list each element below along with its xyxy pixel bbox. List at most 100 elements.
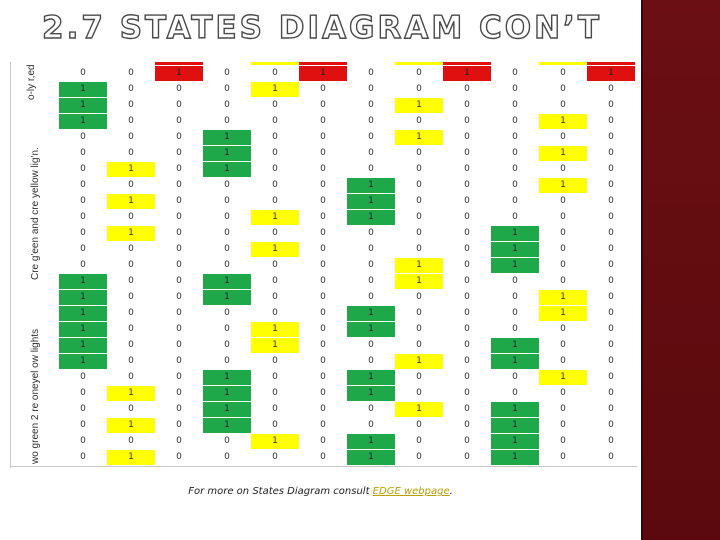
table-cell: 1 [299, 66, 347, 81]
table-cell: 0 [464, 116, 470, 126]
table-cell: 1 [251, 338, 299, 353]
table-cell: 0 [608, 292, 614, 302]
table-cell: 0 [608, 228, 614, 238]
table-cell: 1 [347, 178, 395, 193]
table-cell: 0 [320, 404, 326, 414]
table-cell: 0 [368, 292, 374, 302]
header-color-strip [539, 62, 587, 65]
table-cell: 0 [464, 324, 470, 334]
table-cell: 0 [416, 84, 422, 94]
table-cell: 0 [416, 164, 422, 174]
header-color-strip [347, 62, 395, 65]
table-cell: 0 [128, 324, 134, 334]
header-color-strip [107, 62, 155, 65]
table-cell: 0 [176, 164, 182, 174]
table-cell: 0 [80, 420, 86, 430]
table-cell: 0 [176, 324, 182, 334]
table-cell: 0 [272, 308, 278, 318]
table-cell: 0 [176, 404, 182, 414]
table-cell: 0 [608, 132, 614, 142]
table-cell: 0 [416, 324, 422, 334]
table-cell: 0 [128, 436, 134, 446]
table-cell: 0 [224, 116, 230, 126]
table-cell: 0 [128, 276, 134, 286]
table-cell: 1 [347, 194, 395, 209]
edge-webpage-link[interactable]: EDGE webpage [372, 486, 450, 497]
table-cell: 0 [80, 436, 86, 446]
table-cell: 0 [320, 84, 326, 94]
table-cell: 0 [320, 100, 326, 110]
table-cell: 0 [608, 260, 614, 270]
table-cell: 1 [347, 210, 395, 225]
table-cell: 0 [224, 100, 230, 110]
table-cell: 0 [320, 308, 326, 318]
table-cell: 0 [224, 180, 230, 190]
table-cell: 0 [560, 228, 566, 238]
table-cell: 0 [608, 212, 614, 222]
table-cell: 0 [368, 356, 374, 366]
table-cell: 0 [224, 308, 230, 318]
table-cell: 1 [347, 386, 395, 401]
table-cell: 0 [272, 452, 278, 462]
table-cell: 0 [512, 212, 518, 222]
table-cell: 0 [320, 116, 326, 126]
table-cell: 0 [128, 308, 134, 318]
table-cell: 0 [272, 132, 278, 142]
table-cell: 0 [464, 100, 470, 110]
table-cell: 0 [320, 228, 326, 238]
table-cell: 0 [560, 244, 566, 254]
table-cell: 1 [203, 386, 251, 401]
table-cell: 0 [608, 164, 614, 174]
side-band-edge [641, 0, 643, 540]
table-cell: 0 [512, 388, 518, 398]
table-cell: 0 [320, 132, 326, 142]
table-cell: 1 [347, 434, 395, 449]
sheet-border-left [10, 62, 11, 468]
table-cell: 0 [560, 100, 566, 110]
header-color-strip [251, 62, 299, 65]
table-cell: 0 [272, 388, 278, 398]
table-cell: 0 [320, 388, 326, 398]
table-cell: 0 [368, 84, 374, 94]
table-cell: 0 [512, 180, 518, 190]
table-cell: 1 [539, 146, 587, 161]
table-cell: 0 [560, 68, 566, 78]
table-cell: 0 [368, 340, 374, 350]
table-cell: 1 [107, 386, 155, 401]
table-cell: 0 [416, 372, 422, 382]
table-cell: 0 [320, 148, 326, 158]
table-cell: 0 [128, 244, 134, 254]
table-cell: 0 [416, 180, 422, 190]
table-cell: 0 [224, 436, 230, 446]
table-cell: 0 [560, 420, 566, 430]
table-cell: 0 [128, 148, 134, 158]
table-cell: 1 [539, 306, 587, 321]
table-cell: 1 [203, 162, 251, 177]
table-cell: 1 [395, 98, 443, 113]
table-cell: 0 [368, 148, 374, 158]
table-cell: 0 [80, 180, 86, 190]
table-cell: 0 [272, 100, 278, 110]
table-cell: 0 [512, 372, 518, 382]
table-cell: 0 [560, 388, 566, 398]
table-cell: 0 [128, 212, 134, 222]
table-cell: 0 [464, 180, 470, 190]
table-cell: 0 [272, 180, 278, 190]
table-cell: 0 [368, 116, 374, 126]
table-cell: 0 [272, 164, 278, 174]
table-cell: 0 [368, 420, 374, 430]
table-cell: 0 [608, 420, 614, 430]
table-cell: 0 [608, 84, 614, 94]
table-cell: 0 [80, 260, 86, 270]
table-cell: 1 [107, 450, 155, 465]
table-cell: 0 [416, 292, 422, 302]
table-cell: 1 [203, 418, 251, 433]
table-cell: 0 [560, 324, 566, 334]
table-cell: 0 [416, 212, 422, 222]
table-cell: 0 [464, 388, 470, 398]
table-cell: 0 [464, 196, 470, 206]
table-cell: 1 [491, 354, 539, 369]
table-cell: 0 [176, 340, 182, 350]
table-cell: 0 [320, 212, 326, 222]
table-cell: 0 [416, 340, 422, 350]
